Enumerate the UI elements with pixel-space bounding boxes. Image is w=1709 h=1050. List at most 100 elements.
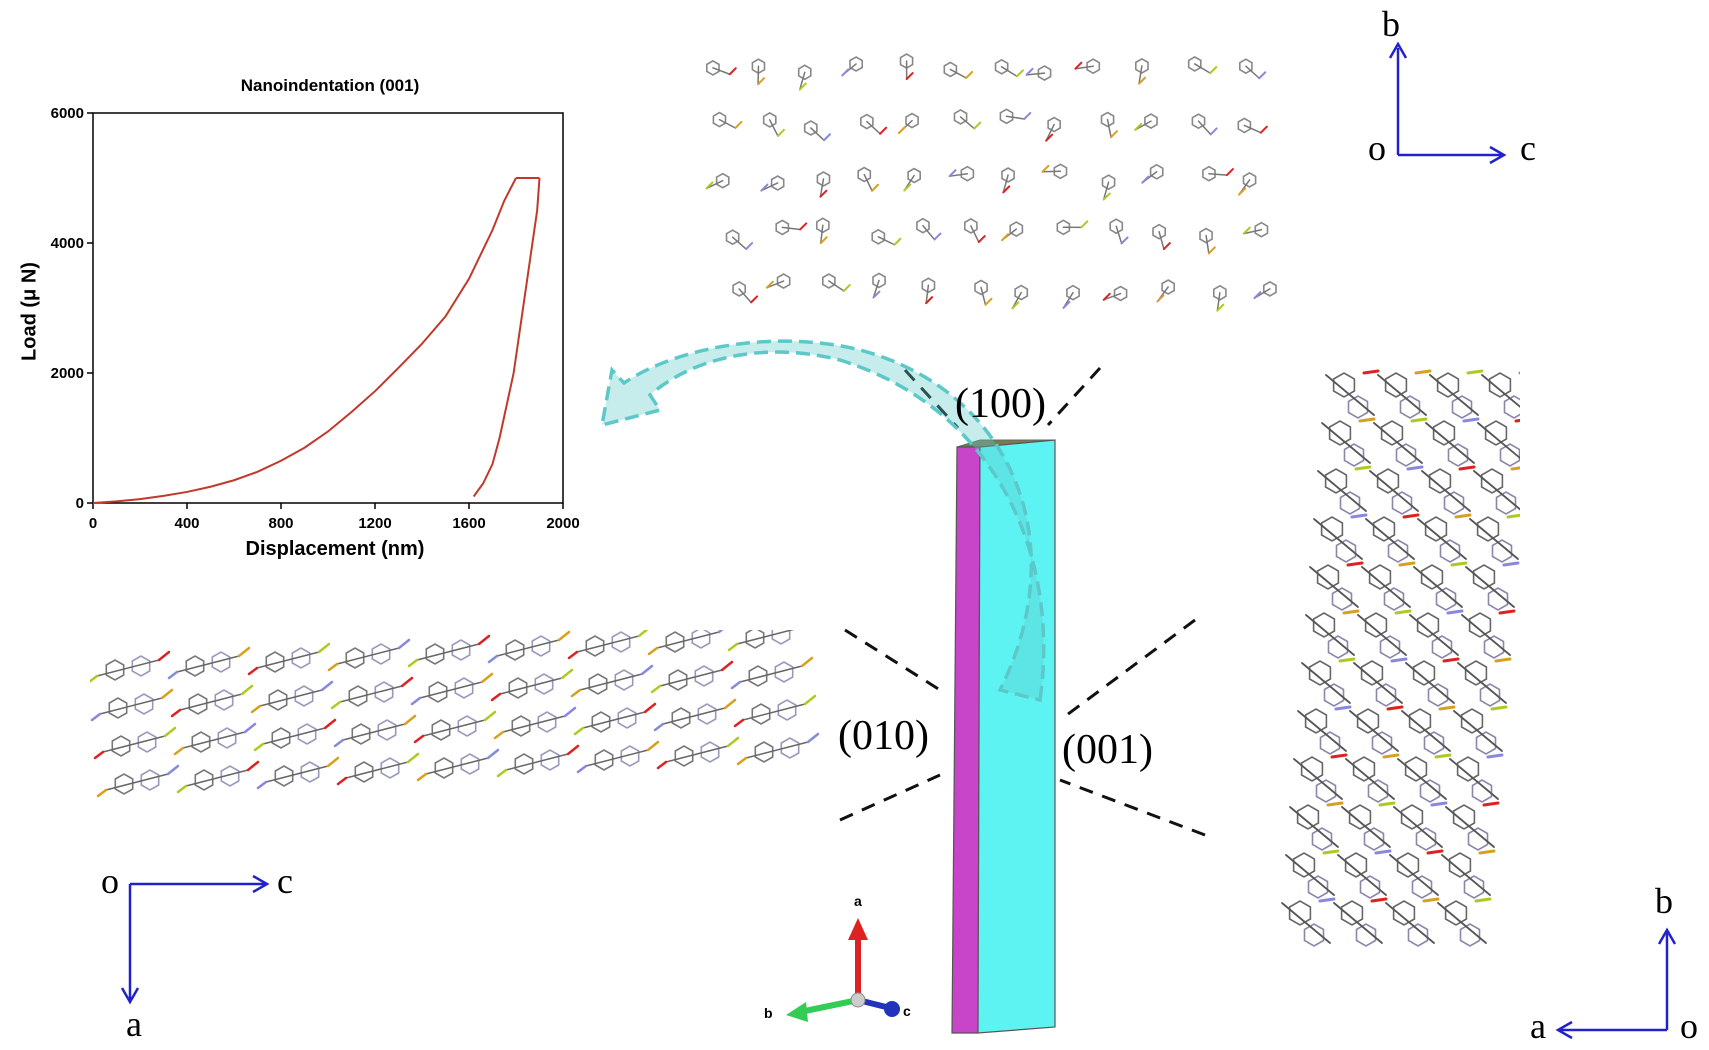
molecule-bond <box>1115 225 1123 245</box>
molecule-ring <box>872 272 886 289</box>
molecule-ring <box>1431 635 1453 659</box>
molecule-ring <box>1464 660 1488 686</box>
molecule-ring <box>1432 420 1456 446</box>
molecule-bond <box>502 715 566 733</box>
molecule-ring <box>1320 516 1344 542</box>
molecule-bond <box>585 749 649 767</box>
molecule-ring <box>1101 174 1116 191</box>
molecule-ring <box>348 685 368 707</box>
molecule-bond <box>1349 710 1399 752</box>
molecule-ring <box>1400 804 1424 830</box>
molecule-bond <box>745 741 809 759</box>
molecule-atom <box>1080 220 1089 229</box>
molecule-bond <box>766 280 785 289</box>
molecule-bond <box>1353 662 1403 704</box>
molecule-atom <box>1458 465 1476 471</box>
molecule-bond <box>863 173 873 192</box>
molecule-atom <box>637 630 649 638</box>
molecule-ring <box>300 761 320 783</box>
molecule-bond <box>256 651 320 669</box>
dash-001-bottom <box>1059 778 1206 837</box>
left-crystal-packing-image <box>90 630 820 798</box>
molecule-bond <box>576 635 640 653</box>
molecule-bond <box>1437 902 1487 944</box>
molecule-atom <box>336 776 348 786</box>
molecule-bond <box>1337 854 1387 896</box>
molecule-bond <box>1393 806 1443 848</box>
molecule-atom <box>734 120 743 129</box>
molecule-atom <box>653 722 665 732</box>
molecule-ring <box>705 59 720 76</box>
molecule-atom <box>256 780 268 790</box>
molecule-ring <box>1053 163 1068 180</box>
molecule-bond <box>505 753 569 771</box>
molecule-ring <box>921 277 936 294</box>
molecule-bond <box>1243 124 1262 134</box>
molecule-bond <box>582 711 646 729</box>
molecule-bond <box>760 182 779 192</box>
molecule-bond <box>1457 662 1507 704</box>
molecule-atom <box>903 183 912 192</box>
molecule-ring <box>1503 395 1520 419</box>
molecule-ring <box>732 280 747 297</box>
orientation-triad <box>786 918 900 1022</box>
molecule-atom <box>841 68 850 77</box>
y-tick-label: 4000 <box>51 235 84 252</box>
molecule-ring <box>1009 221 1024 238</box>
molecule-atom <box>326 756 340 768</box>
molecule-ring <box>1468 612 1492 638</box>
top-axis-origin-label: o <box>1368 128 1386 168</box>
molecule-bond <box>1317 470 1367 512</box>
molecule-bond <box>1409 614 1459 656</box>
molecule-atom <box>487 654 499 664</box>
molecule-bond <box>1445 806 1495 848</box>
molecule-bond <box>1449 758 1499 800</box>
molecule-ring <box>1491 539 1513 563</box>
molecule-ring <box>1100 111 1115 128</box>
molecule-ring <box>451 639 471 661</box>
molecule-bond <box>1293 758 1343 800</box>
molecule-ring <box>1363 827 1385 851</box>
molecule-ring <box>674 745 694 767</box>
molecule-ring <box>454 677 474 699</box>
molecule-ring <box>963 217 978 234</box>
molecule-ring <box>211 651 231 673</box>
dash-001-top <box>1059 618 1196 722</box>
molecule-ring <box>1376 468 1400 494</box>
molecule-bond <box>1102 181 1110 201</box>
molecule-bond <box>1361 566 1411 608</box>
molecule-atom <box>167 670 179 680</box>
molecule-ring <box>297 723 317 745</box>
molecule-ring <box>617 707 637 729</box>
molecule-ring <box>943 61 958 78</box>
molecule-ring <box>1109 218 1124 235</box>
molecule-ring <box>725 229 740 246</box>
molecule-atom <box>1134 122 1143 131</box>
molecule-atom <box>253 742 265 752</box>
molecule-bond <box>1369 470 1419 512</box>
molecule-atom <box>819 189 828 198</box>
molecule-ring <box>1384 372 1408 398</box>
molecule-atom <box>176 784 188 794</box>
molecule-atom <box>730 680 742 690</box>
molecule-ring <box>1420 564 1444 590</box>
molecule-atom <box>486 748 500 760</box>
molecule-ring <box>1347 395 1369 419</box>
molecule-bond <box>705 179 724 190</box>
molecule-bond <box>1357 614 1407 656</box>
molecule-bond <box>718 118 737 129</box>
molecule-bond <box>980 286 987 306</box>
molecule-bond <box>799 71 806 91</box>
molecule-ring <box>770 175 785 191</box>
molecule-ring <box>1447 443 1469 467</box>
molecule-ring <box>425 643 445 665</box>
molecule-bond <box>1405 662 1455 704</box>
molecule-atom <box>1462 417 1480 423</box>
molecule-ring <box>511 715 531 737</box>
molecule-ring <box>1452 804 1476 830</box>
triad-label-c: c <box>903 1003 911 1019</box>
molecule-ring <box>585 635 605 657</box>
x-tick-label: 1600 <box>452 515 485 532</box>
molecule-atom <box>1370 897 1388 903</box>
molecule-ring <box>294 685 314 707</box>
